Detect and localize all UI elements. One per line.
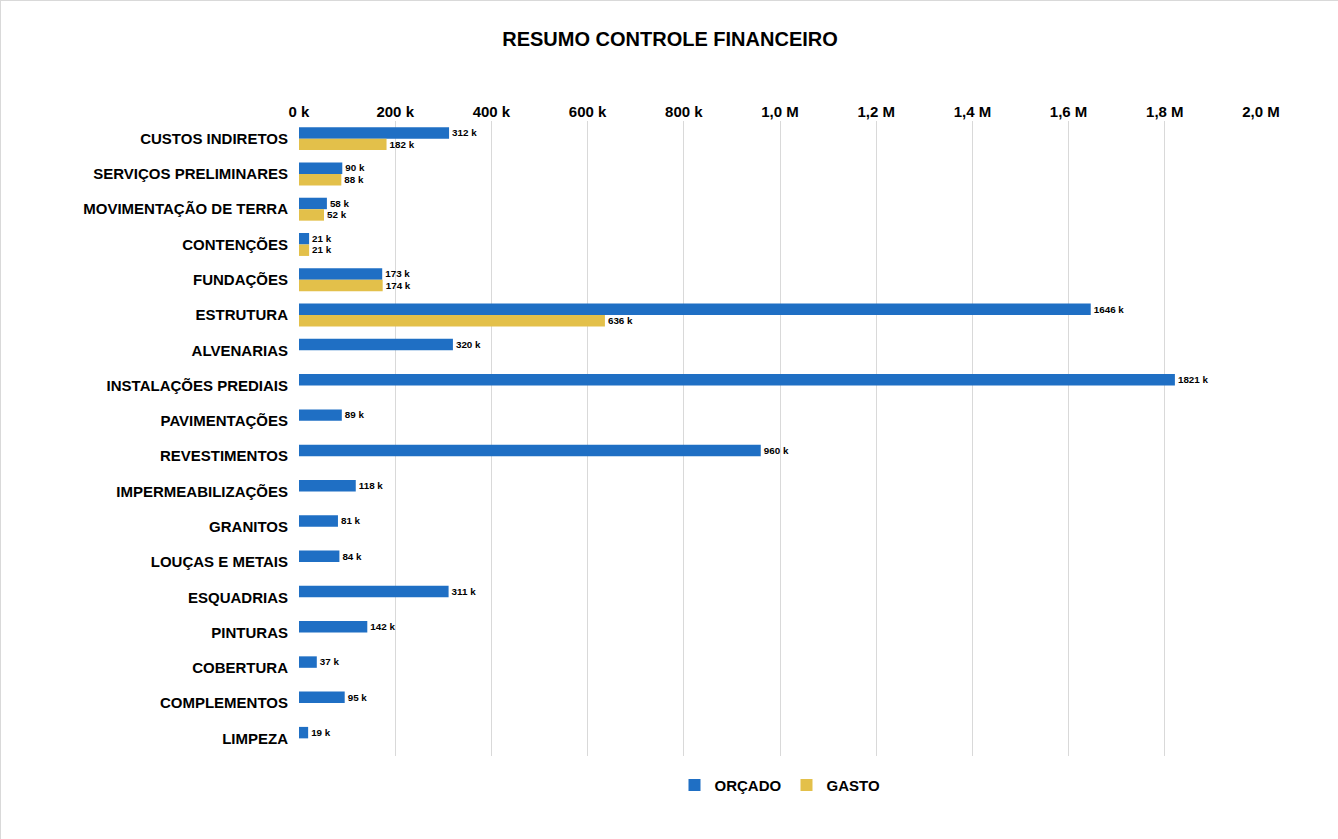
svg-text:88 k: 88 k: [344, 174, 364, 185]
svg-text:84 k: 84 k: [342, 551, 362, 562]
svg-text:21 k: 21 k: [312, 244, 332, 255]
svg-text:81 k: 81 k: [341, 515, 361, 526]
svg-text:COBERTURA: COBERTURA: [192, 659, 288, 676]
svg-text:1,2 M: 1,2 M: [857, 103, 895, 120]
svg-text:95 k: 95 k: [348, 692, 368, 703]
svg-text:2,0 M: 2,0 M: [1242, 103, 1280, 120]
svg-text:118 k: 118 k: [359, 480, 384, 491]
svg-text:320 k: 320 k: [456, 339, 481, 350]
svg-text:CUSTOS INDIRETOS: CUSTOS INDIRETOS: [140, 130, 288, 147]
svg-text:LOUÇAS E METAIS: LOUÇAS E METAIS: [151, 553, 288, 570]
svg-text:142 k: 142 k: [370, 621, 395, 632]
svg-text:LIMPEZA: LIMPEZA: [222, 730, 288, 747]
svg-text:PINTURAS: PINTURAS: [211, 624, 288, 641]
svg-text:GRANITOS: GRANITOS: [209, 518, 288, 535]
svg-text:182 k: 182 k: [390, 139, 415, 150]
svg-text:1,6 M: 1,6 M: [1050, 103, 1088, 120]
svg-text:58 k: 58 k: [330, 198, 350, 209]
svg-text:ESQUADRIAS: ESQUADRIAS: [188, 589, 288, 606]
svg-text:1,8 M: 1,8 M: [1146, 103, 1184, 120]
svg-text:400 k: 400 k: [473, 103, 511, 120]
svg-text:CONTENÇÕES: CONTENÇÕES: [182, 236, 288, 253]
svg-text:21 k: 21 k: [312, 233, 332, 244]
svg-text:GASTO: GASTO: [826, 777, 879, 794]
svg-text:0 k: 0 k: [289, 103, 311, 120]
svg-text:1,4 M: 1,4 M: [954, 103, 992, 120]
svg-text:REVESTIMENTOS: REVESTIMENTOS: [160, 447, 288, 464]
svg-text:MOVIMENTAÇÃO DE TERRA: MOVIMENTAÇÃO DE TERRA: [83, 200, 288, 217]
svg-text:52 k: 52 k: [327, 209, 347, 220]
svg-text:600 k: 600 k: [569, 103, 607, 120]
svg-text:IMPERMEABILIZAÇÕES: IMPERMEABILIZAÇÕES: [116, 483, 288, 500]
svg-text:PAVIMENTAÇÕES: PAVIMENTAÇÕES: [160, 412, 288, 429]
svg-text:1821 k: 1821 k: [1178, 374, 1209, 385]
svg-text:FUNDAÇÕES: FUNDAÇÕES: [193, 271, 288, 288]
svg-text:800 k: 800 k: [665, 103, 703, 120]
svg-text:37 k: 37 k: [320, 656, 340, 667]
svg-text:1646 k: 1646 k: [1094, 304, 1125, 315]
svg-text:90 k: 90 k: [345, 162, 365, 173]
svg-text:COMPLEMENTOS: COMPLEMENTOS: [160, 694, 288, 711]
svg-text:ORÇADO: ORÇADO: [715, 777, 782, 794]
svg-text:19 k: 19 k: [311, 727, 331, 738]
svg-text:INSTALAÇÕES PREDIAIS: INSTALAÇÕES PREDIAIS: [107, 377, 288, 394]
svg-text:312 k: 312 k: [452, 127, 477, 138]
svg-text:ALVENARIAS: ALVENARIAS: [192, 342, 288, 359]
svg-text:ESTRUTURA: ESTRUTURA: [196, 306, 289, 323]
svg-text:SERVIÇOS PRELIMINARES: SERVIÇOS PRELIMINARES: [93, 165, 288, 182]
svg-text:200 k: 200 k: [376, 103, 414, 120]
svg-text:89 k: 89 k: [345, 409, 365, 420]
svg-text:960 k: 960 k: [764, 445, 789, 456]
svg-text:174 k: 174 k: [386, 280, 411, 291]
svg-text:173 k: 173 k: [385, 268, 410, 279]
svg-text:636 k: 636 k: [608, 315, 633, 326]
svg-text:1,0 M: 1,0 M: [761, 103, 799, 120]
svg-text:RESUMO CONTROLE FINANCEIRO: RESUMO CONTROLE FINANCEIRO: [502, 28, 838, 50]
svg-text:311 k: 311 k: [452, 586, 477, 597]
